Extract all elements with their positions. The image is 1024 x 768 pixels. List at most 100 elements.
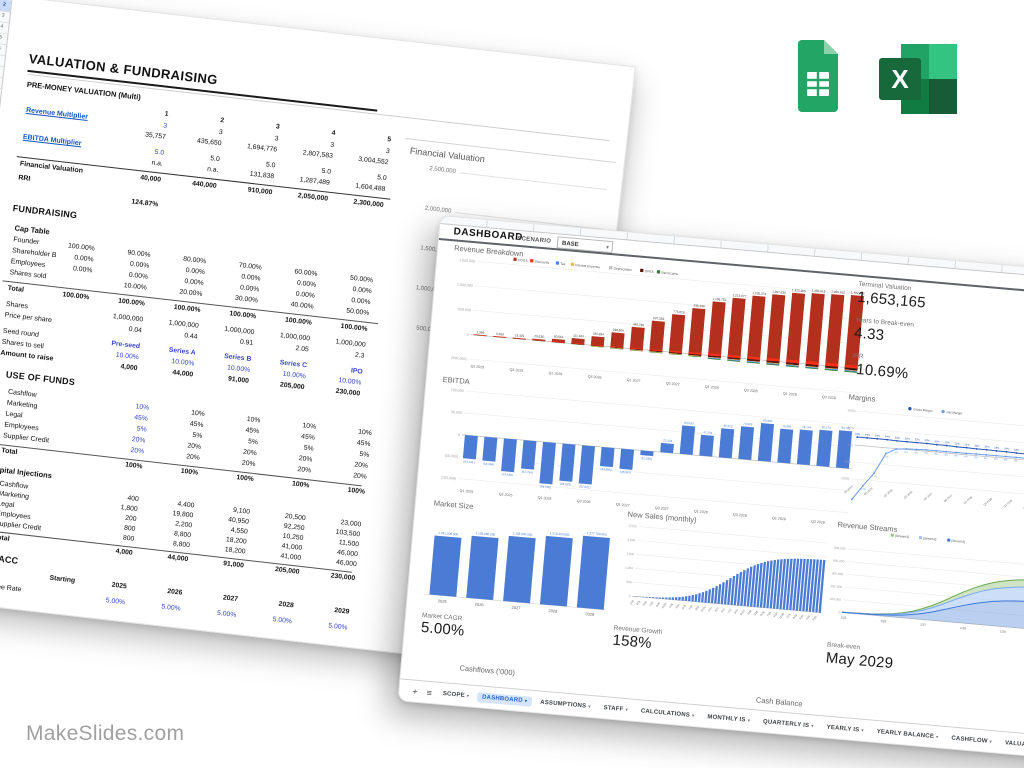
chart-title: Financial Valuation [409,145,486,165]
sheet-tab-dashboard[interactable]: DASHBOARD ▾ [476,692,533,707]
svg-text:2,500: 2,500 [628,524,637,529]
margins-chart: 100% 50% 0% -50% -100% Gross Margin Net Margin… [835,400,1024,529]
plus-icon[interactable]: + [411,686,419,697]
cell-value: 20% [241,459,256,469]
kpi-value: 4.33 [853,324,885,345]
cell-value: 100.00% [117,297,146,308]
svg-text:Q3 2025: Q3 2025 [499,492,513,497]
svg-text:5%: 5% [1004,458,1009,462]
svg-text:9/26: 9/26 [694,604,701,611]
sheet-tab-valuation[interactable]: VALUATION▾ [999,738,1024,752]
svg-text:607,356: 607,356 [653,316,665,321]
tab-label: STAFF [603,705,624,713]
svg-text:Q1 2026: Q1 2026 [548,371,562,376]
svg-text:1/27: 1/27 [920,622,926,627]
svg-text:1,103,800,000: 1,103,800,000 [475,531,495,537]
svg-text:82,270: 82,270 [822,425,832,430]
bar-svg: 2,500 2,000 1,500 1,000 500 01/25 3/25 5/25 7/25… [625,524,828,621]
svg-text:9/27: 9/27 [733,608,740,615]
row-label: Supplier Credit [2,432,50,445]
sheet-tab-calculations[interactable]: CALCULATIONS ▾ [635,706,699,722]
svg-text:5/28: 5/28 [759,610,766,617]
svg-text:24%: 24% [875,433,881,437]
bar-svg: 1,051,200,000 2025 1,103,800,000 2026 1,158,… [423,531,610,617]
cell-value: 0.00% [185,267,206,277]
cell-value: 44,000 [172,369,194,379]
svg-text:Q1 2027: Q1 2027 [923,491,934,501]
sheet-tab-scope[interactable]: SCOPE ▾ [437,689,474,702]
svg-text:(94,535): (94,535) [540,484,551,489]
cell-value: 0.00% [295,290,316,300]
svg-text:(43,295): (43,295) [600,467,611,472]
sheet-tab-staff[interactable]: STAFF ▾ [598,703,633,716]
svg-text:24%: 24% [855,432,861,436]
svg-text:1,277,700,000: 1,277,700,000 [587,531,607,537]
svg-text:21%: 21% [964,442,970,446]
svg-text:78,744: 78,744 [802,425,812,430]
sheet-tab-quarterly-is[interactable]: QUARTERLY IS ▾ [758,717,820,732]
svg-text:Q3 2026: Q3 2026 [903,490,914,500]
column-header: 4 [331,129,336,138]
caret-down-icon: ▾ [861,727,865,733]
svg-text:2029: 2029 [585,611,595,617]
cell-value: Series A [168,346,197,357]
row-label: Supplier Credit [0,520,42,533]
svg-text:1,450,013: 1,450,013 [811,289,825,294]
svg-text:Gross Margin: Gross Margin [913,407,933,413]
cell-value: 100.00% [62,291,90,302]
tab-label: VALUATION [1004,740,1024,750]
cell-value: 80.00% [182,255,207,266]
svg-text:Q1 2025: Q1 2025 [459,489,473,494]
svg-text:1/26: 1/26 [880,619,886,624]
svg-text:-1%: -1% [894,450,900,454]
svg-text:Q3 2025: Q3 2025 [863,486,874,496]
row-label: Seed round [2,327,40,339]
svg-text:1,295,373: 1,295,373 [752,291,766,296]
caret-down-icon: ▾ [691,712,695,719]
tab-label: CALCULATIONS [640,708,691,719]
svg-text:(45,647): (45,647) [620,470,631,475]
row-label: Price per share [4,311,53,325]
svg-text:Net Margin: Net Margin [946,410,962,415]
svg-text:775,029: 775,029 [673,310,685,315]
caret-down-icon: ▾ [588,703,591,709]
svg-text:100,000: 100,000 [829,597,841,602]
svg-text:7/25: 7/25 [648,600,655,607]
cell-value: 0.00% [129,260,150,270]
cell-value: 5.00% [216,609,237,619]
row-label: Legal [5,410,23,420]
revenue-multiplier-link[interactable]: Revenue Multiplier [25,106,89,121]
sheet-tab-yearly-balance[interactable]: YEARLY BALANCE ▾ [871,727,944,743]
cell-value: 10.00% [282,370,307,381]
svg-text:Tax: Tax [560,262,566,266]
cell-value: 100.00% [173,303,201,314]
svg-text:Depreciation: Depreciation [613,266,632,272]
sheet-tab-assumptions[interactable]: ASSUMPTIONS ▾ [535,697,596,712]
sheet-tab-yearly-is[interactable]: YEARLY IS ▾ [821,722,869,736]
cell-value: 10.00% [171,358,195,368]
sheet-tab-cashflow[interactable]: CASHFLOW ▾ [946,733,997,747]
svg-text:9/28: 9/28 [772,611,779,618]
menu-icon[interactable]: ≡ [426,687,433,699]
cell-value: 0.91 [239,338,254,348]
sheet-tab-monthly-is[interactable]: MONTHLY IS ▾ [702,712,755,727]
cell-value: 30.00% [234,294,259,305]
svg-text:20%: 20% [984,444,990,448]
cell-value: 435,650 [196,137,222,148]
column-header: 2025 [111,581,128,591]
svg-text:200,000: 200,000 [830,584,842,589]
svg-text:Q1 2027: Q1 2027 [616,502,630,507]
cell-value: 100.00% [340,322,368,333]
svg-text:2026: 2026 [475,602,485,608]
row-label: Shares sold [9,269,47,281]
svg-text:Q3 2027: Q3 2027 [655,506,669,511]
svg-text:(87,021): (87,021) [579,484,590,489]
svg-text:1/29: 1/29 [1000,629,1006,634]
column-header: 2028 [278,600,295,610]
subsection-heading: Capital Injections [0,464,53,481]
svg-text:2,000: 2,000 [627,538,636,543]
svg-text:1/27: 1/27 [707,605,714,612]
ebitda-multiplier-link[interactable]: EBITDA Multiplier [22,133,82,148]
svg-text:74,502: 74,502 [743,422,753,427]
cell-value: 0.00% [240,273,261,283]
